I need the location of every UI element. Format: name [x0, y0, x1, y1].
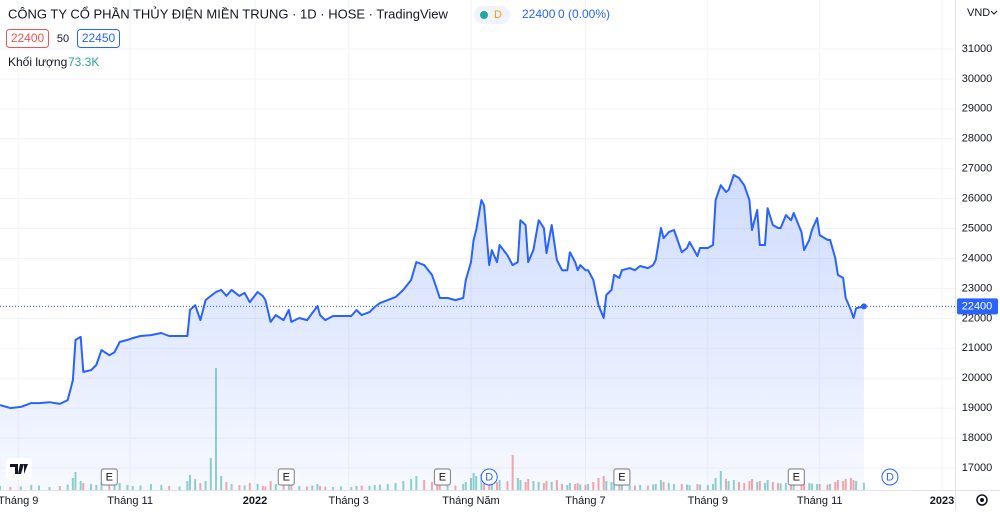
- event-marker[interactable]: [613, 468, 631, 486]
- x-tick-label: Tháng 9: [688, 495, 728, 507]
- event-marker[interactable]: [480, 468, 498, 486]
- event-marker[interactable]: [881, 468, 899, 486]
- event-marker[interactable]: [277, 468, 295, 486]
- volume-value: 73.3K: [68, 55, 99, 69]
- y-tick-label: 25000: [962, 222, 993, 234]
- last-price-tag: [957, 298, 998, 315]
- y-tick-label: 28000: [962, 133, 993, 145]
- last-price-label: 22400: [962, 300, 993, 312]
- bid: 22400: [11, 31, 45, 45]
- x-tick-label: Tháng 11: [107, 495, 153, 507]
- price-area: [0, 175, 864, 490]
- event-label: E: [793, 471, 800, 483]
- y-tick-label: 26000: [962, 193, 993, 205]
- y-tick-label: 17000: [962, 462, 993, 474]
- logo: [10, 464, 28, 474]
- spread: 50: [57, 33, 69, 45]
- badge: D: [494, 9, 502, 21]
- ask: 22450: [82, 31, 116, 45]
- volume-label: Khối lượng: [8, 55, 67, 69]
- price-line: [0, 174, 865, 410]
- status-dot: [480, 11, 488, 19]
- x-tick-label: 2023: [930, 495, 954, 507]
- badge-bg: [474, 6, 510, 24]
- currency[interactable]: VND: [967, 7, 990, 19]
- event-label: D: [886, 471, 894, 483]
- event-marker[interactable]: [100, 468, 118, 486]
- currency-chevron: [990, 10, 998, 15]
- event-label: E: [106, 471, 113, 483]
- x-tick-label: Tháng Năm: [442, 495, 499, 507]
- title: CÔNG TY CỔ PHẦN THỦY ĐIỆN MIỀN TRUNG · 1…: [8, 6, 449, 21]
- y-tick-label: 30000: [962, 73, 993, 85]
- event-label: E: [283, 471, 290, 483]
- header-price: 22400: [522, 7, 556, 21]
- event-label: E: [618, 471, 625, 483]
- y-tick-label: 18000: [962, 432, 993, 444]
- y-tick-label: 24000: [962, 252, 993, 264]
- y-tick-label: 23000: [962, 282, 993, 294]
- event-marker[interactable]: [787, 468, 805, 486]
- x-tick-label: 2022: [243, 495, 267, 507]
- event-marker[interactable]: [433, 468, 451, 486]
- header-change: 0 (0.00%): [558, 7, 610, 21]
- last-point: [860, 303, 867, 310]
- x-tick-label: Tháng 11: [797, 495, 843, 507]
- y-tick-label: 27000: [962, 163, 993, 175]
- y-tick-label: 31000: [962, 43, 993, 55]
- settings-icon-core: [980, 498, 984, 502]
- y-tick-label: 22000: [962, 312, 993, 324]
- settings-icon[interactable]: [976, 494, 988, 506]
- y-tick-label: 20000: [962, 372, 993, 384]
- x-tick-label: Tháng 3: [329, 495, 369, 507]
- y-tick-label: 21000: [962, 342, 993, 354]
- x-tick-label: Tháng 9: [0, 495, 38, 507]
- y-tick-label: 29000: [962, 103, 993, 115]
- volume-bar: [862, 482, 865, 490]
- x-tick-label: Tháng 7: [565, 495, 605, 507]
- event-label: D: [485, 471, 493, 483]
- y-tick-label: 19000: [962, 402, 993, 414]
- ask-box[interactable]: [77, 29, 120, 48]
- event-label: E: [439, 471, 446, 483]
- bid-box[interactable]: [6, 29, 49, 48]
